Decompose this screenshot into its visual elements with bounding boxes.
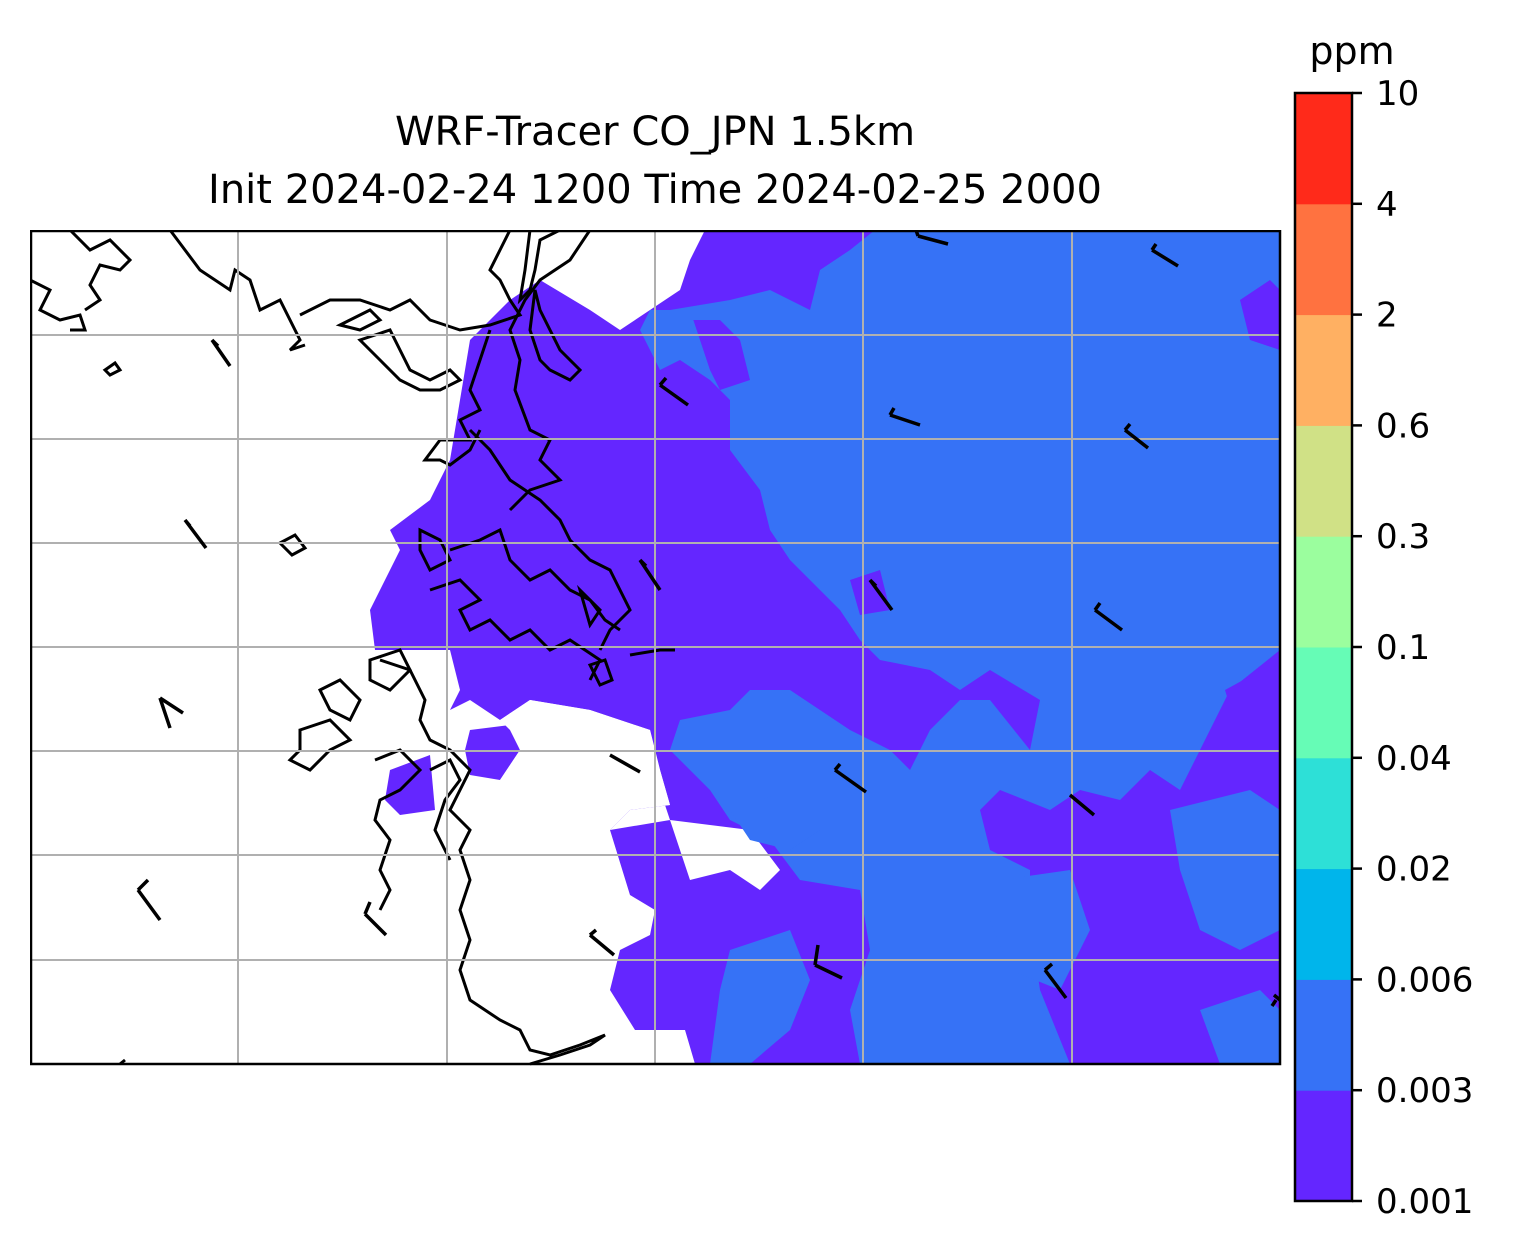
colorbar: 0.001 0.003 0.006 0.02 0.04 0.1 0.3 0.6 2 4 10 ppm [1293,40,1473,1222]
map-frame [30,230,1282,1066]
low-concentration-patch [1240,280,1280,350]
colorbar-segment [1295,1090,1352,1202]
coastline-segment [517,230,561,305]
colorbar-tick-label: 0.003 [1376,1071,1473,1111]
coastline-segment [528,289,583,382]
wind-barb [363,901,388,937]
colorbar-segment [1295,536,1352,648]
colorbar-segment [1295,647,1352,759]
coastline-segment [508,230,592,512]
colorbar-segment [1295,425,1352,537]
mid-concentration-patch [730,790,820,850]
coastline-segment [277,533,308,557]
colorbar-unit-label: ppm [1309,40,1394,73]
coastline-segment [299,230,523,332]
colorbar-tick-label: 10 [1376,74,1419,114]
wind-barb [210,338,232,367]
wind-barb [588,928,616,957]
coastline-segment [102,360,123,377]
low-concentration-patch [850,570,890,615]
coastline [30,230,675,1066]
coastline-segment [629,648,675,657]
wind-barb [868,578,894,612]
coastline-segment [368,648,412,692]
concentration-map [30,230,1282,1066]
colorbar-tick-label: 0.006 [1376,960,1473,1000]
wind-barb [1068,793,1096,817]
wind-barb [833,762,868,794]
colorbar-segment [1295,868,1352,980]
no-data-area [500,700,780,890]
low-concentration-patch [1225,660,1280,740]
low-concentration-patch [465,725,520,780]
low-concentration-patch [385,755,435,815]
colorbar-tick-label: 0.1 [1376,628,1430,668]
map-subtitle: Init 2024-02-24 1200 Time 2024-02-25 200… [208,167,1102,213]
colorbar-segment [1295,314,1352,426]
wind-barb [888,407,921,427]
colorbar-segment [1295,979,1352,1091]
wind-barb [638,558,662,591]
colorbar-ticks: 0.001 0.003 0.006 0.02 0.04 0.1 0.3 0.6 2 4 10 [1352,74,1473,1222]
colorbar-segment [1295,757,1352,870]
colorbar-tick-label: 4 [1376,185,1398,225]
colorbar-segment [1295,93,1352,205]
coastline-segment [379,658,606,1066]
colorbar-segment [1295,203,1352,316]
colorbar-tick-label: 0.001 [1376,1182,1473,1222]
wind-barb [658,376,690,407]
graticule [30,230,1280,1064]
coastline-segment [468,428,632,651]
colorbar-tick-label: 0.3 [1376,517,1430,557]
wind-barb [813,944,843,980]
coastline-segment [317,678,362,723]
colorbar-tick-label: 0.02 [1376,850,1452,890]
wind-barb [1093,601,1124,632]
coastline-segment [373,748,423,911]
coastline-segment [168,230,306,352]
mid-concentration-patch [710,930,810,1064]
coastline-segment [429,578,602,681]
coastline-segment [335,308,383,332]
colorbar-segments [1295,93,1352,1202]
colorbar-tick-label: 2 [1376,296,1398,336]
mid-concentration-patch [1170,790,1280,950]
colorbar-tick-label: 0.6 [1376,406,1430,446]
colorbar-tick-label: 0.04 [1376,739,1452,779]
coastline-segment [357,328,463,392]
coastline-segment [449,527,621,632]
wind-barb [136,878,162,922]
mid-concentration-patch [1200,990,1280,1064]
wind-barb [158,696,184,729]
coastline-segment [587,658,614,687]
coastline-segment [576,584,602,629]
coastline-segment [30,278,88,332]
map-title: WRF-Tracer CO_JPN 1.5km [394,109,916,155]
coastline-segment [418,527,453,573]
coastline-segment [68,230,133,312]
wind-barbs [136,230,1282,1007]
wind-barb [1123,422,1150,450]
wind-barb [1043,962,1068,1000]
wind-barb [609,753,641,774]
wind-barb [1150,243,1179,268]
wind-barb [183,518,208,550]
